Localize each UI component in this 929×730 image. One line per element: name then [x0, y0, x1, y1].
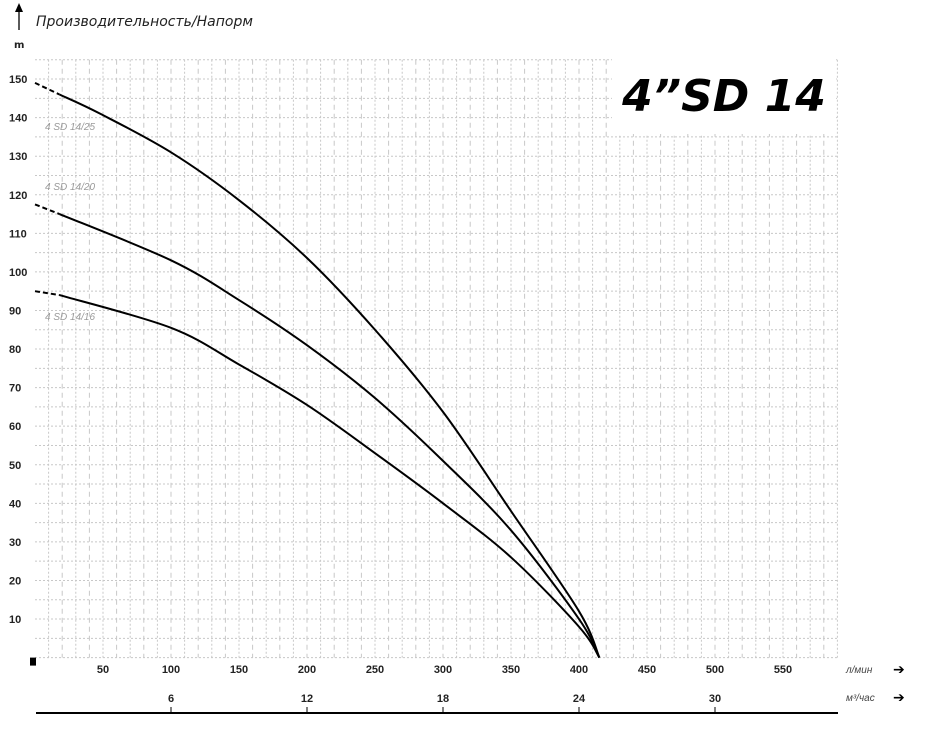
arrow-right-icon: ➔ — [893, 690, 905, 706]
arrow-right-icon: ➔ — [893, 662, 905, 678]
x2-tick-label: 24 — [573, 693, 586, 705]
x2-tick-label: 6 — [168, 693, 174, 705]
y-tick-label: 70 — [9, 383, 21, 395]
y-tick-label: 10 — [9, 614, 21, 626]
curve-dashed-segment — [34, 290, 60, 297]
x2-axis-label: м³/час — [846, 693, 875, 704]
y-tick-label: 30 — [9, 537, 21, 549]
y-tick-label: 20 — [9, 575, 21, 587]
x-tick-label: 450 — [638, 664, 656, 676]
x2-tick-label: 12 — [301, 693, 313, 705]
y-tick-label: 140 — [9, 113, 27, 125]
origin-marker — [30, 657, 36, 666]
x-axis-label: л/мин — [845, 665, 873, 676]
y-tick-label: 80 — [9, 344, 21, 356]
curve-4-sd-14-16 — [59, 294, 601, 659]
chart-title: Производительность/Напорм — [36, 14, 253, 30]
y-tick-label: 50 — [9, 460, 21, 472]
curve-4-sd-14-20 — [59, 213, 601, 659]
curve-4-sd-14-25 — [59, 93, 601, 659]
y-tick-label: 60 — [9, 421, 21, 433]
x2-tick-label: 30 — [709, 693, 721, 705]
x-tick-label: 300 — [434, 664, 452, 676]
x-tick-label: 550 — [774, 664, 792, 676]
y-tick-label: 150 — [9, 74, 27, 86]
x-tick-label: 500 — [706, 664, 724, 676]
curve-dashed-segment — [34, 82, 60, 96]
x-tick-label: 150 — [230, 664, 248, 676]
y-tick-label: 130 — [9, 151, 27, 163]
arrow-up-icon — [15, 3, 23, 12]
y-axis-label: m — [14, 40, 25, 51]
x-tick-label: 50 — [97, 664, 109, 676]
y-tick-label: 110 — [9, 228, 27, 240]
series-label: 4 SD 14/20 — [45, 182, 95, 193]
y-tick-label: 40 — [9, 498, 21, 510]
y-tick-label: 120 — [9, 190, 27, 202]
series-label: 4 SD 14/25 — [45, 122, 95, 133]
x-tick-label: 200 — [298, 664, 316, 676]
x-tick-label: 350 — [502, 664, 520, 676]
x-tick-label: 250 — [366, 664, 384, 676]
x2-tick-label: 18 — [437, 693, 449, 705]
y-tick-label: 90 — [9, 305, 21, 317]
x-tick-label: 400 — [570, 664, 588, 676]
curve-dashed-segment — [34, 203, 60, 215]
model-label: 4”SD 14 — [612, 58, 836, 134]
series-label: 4 SD 14/16 — [45, 312, 95, 323]
x-tick-label: 100 — [162, 664, 180, 676]
y-tick-label: 100 — [9, 267, 27, 279]
